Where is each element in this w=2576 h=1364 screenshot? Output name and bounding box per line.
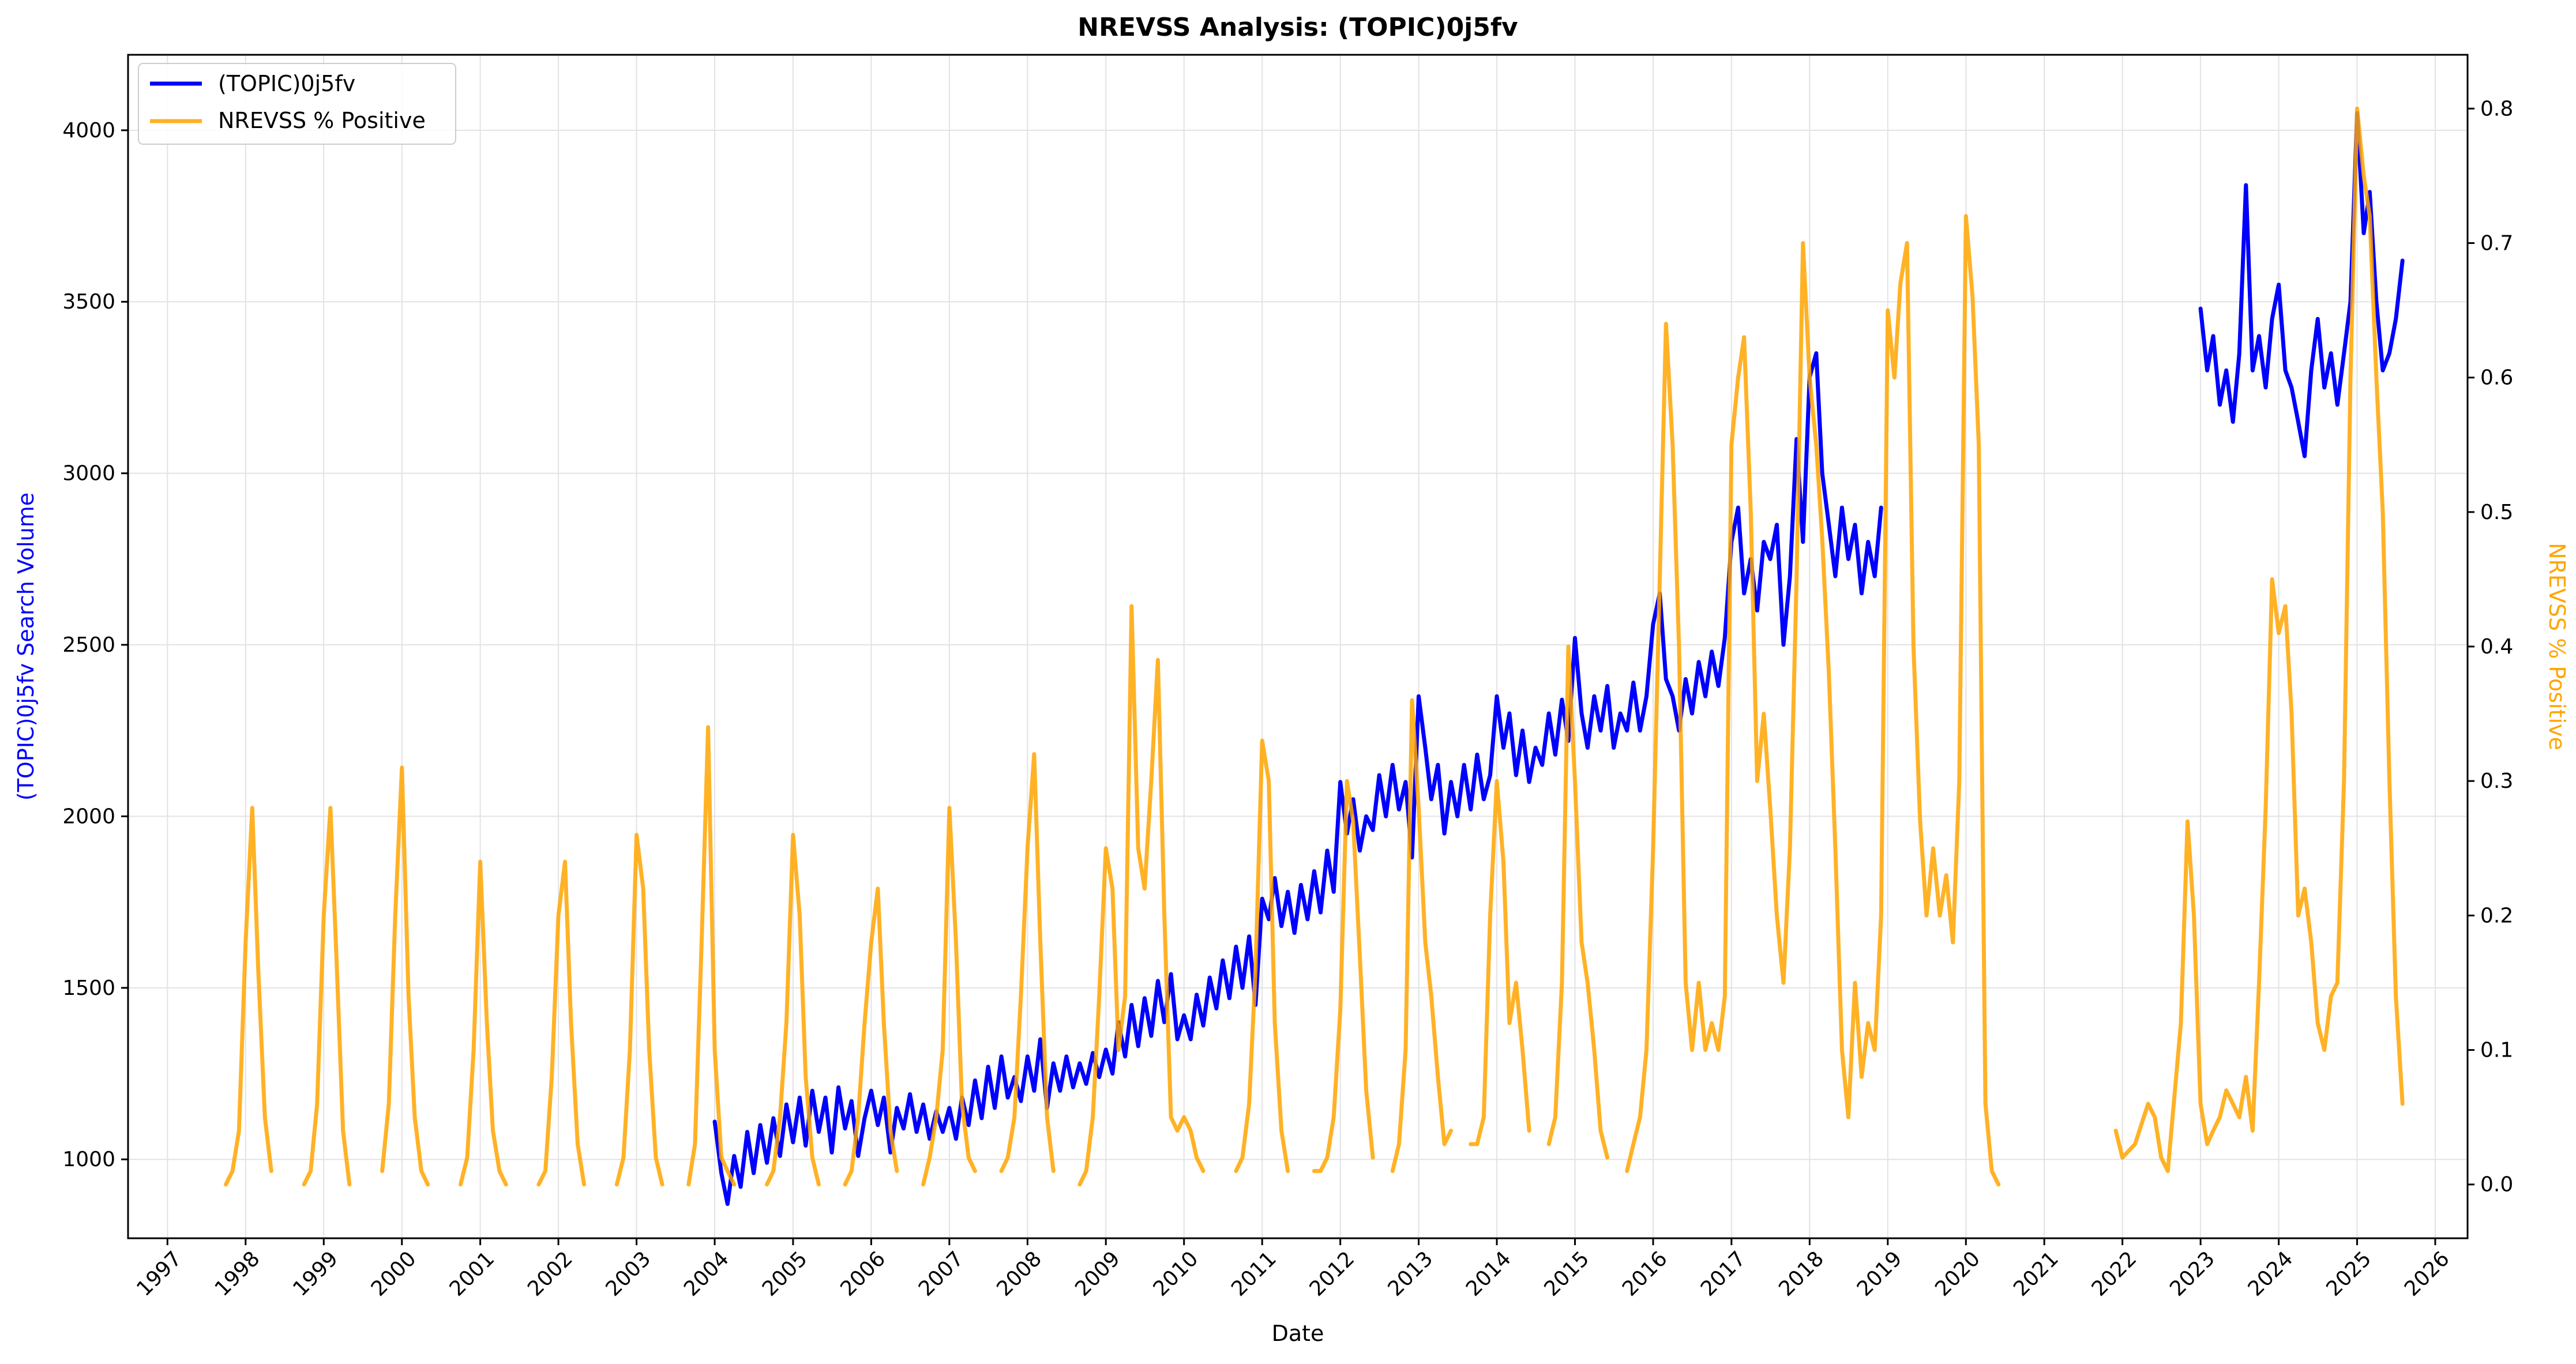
chart-title: NREVSS Analysis: (TOPIC)0j5fv	[1077, 13, 1518, 42]
nrevss-positive-line	[1234, 738, 1290, 1173]
nrevss-positive-line	[1312, 779, 1375, 1173]
y-tick-label-left: 4000	[62, 119, 115, 142]
nrevss-positive-line	[380, 765, 430, 1187]
y-tick-label-right: 0.0	[2480, 1173, 2513, 1197]
search-volume-line	[712, 351, 1883, 1206]
y-tick-label-right: 0.1	[2480, 1039, 2513, 1062]
y-tick-label-left: 3000	[62, 462, 115, 486]
legend-box	[138, 63, 456, 145]
y-tick-label-left: 2000	[62, 805, 115, 828]
y-tick-label-left: 1000	[62, 1148, 115, 1171]
y-axis-label-right: NREVSS % Positive	[2544, 543, 2570, 750]
nrevss-positive-line	[1625, 214, 2001, 1187]
y-axis-label-left: (TOPIC)0j5fv Search Volume	[13, 493, 39, 801]
y-tick-label-right: 0.8	[2480, 97, 2513, 121]
nrevss-positive-line	[459, 859, 508, 1187]
series-layer	[224, 106, 2405, 1206]
legend: (TOPIC)0j5fv NREVSS % Positive	[138, 63, 456, 145]
x-axis-label: Date	[1272, 1321, 1324, 1346]
nrevss-positive-line	[686, 725, 737, 1187]
nrevss-positive-line	[1390, 698, 1454, 1173]
legend-label-search-volume: (TOPIC)0j5fv	[218, 71, 355, 96]
y-tick-label-right: 0.6	[2480, 366, 2513, 390]
y-tick-label-left: 1500	[62, 976, 115, 1000]
nrevss-positive-line	[614, 833, 664, 1187]
y-tick-label-left: 2500	[62, 633, 115, 657]
nrevss-positive-line	[1546, 644, 1610, 1160]
series-1-group	[224, 106, 2405, 1187]
y-tick-label-right: 0.7	[2480, 231, 2513, 255]
nrevss-positive-line	[765, 833, 821, 1187]
nrevss-positive-line	[224, 806, 273, 1187]
grid-lines	[128, 55, 2468, 1238]
y-tick-label-right: 0.3	[2480, 769, 2513, 793]
nrevss-positive-line	[302, 806, 352, 1187]
nrevss-positive-line	[921, 806, 977, 1187]
y-tick-label-right: 0.4	[2480, 635, 2513, 659]
nrevss-positive-line	[1077, 604, 1206, 1187]
y-tick-label-left: 3500	[62, 290, 115, 314]
y-tick-label-right: 0.5	[2480, 501, 2513, 524]
nrevss-positive-line	[536, 859, 587, 1187]
nrevss-positive-line	[999, 752, 1056, 1173]
nrevss-positive-line	[2113, 106, 2405, 1173]
legend-label-nrevss-positive: NREVSS % Positive	[218, 108, 426, 133]
nrevss-positive-line	[843, 886, 899, 1187]
y-tick-label-right: 0.2	[2480, 904, 2513, 927]
nrevss-positive-line	[1469, 779, 1531, 1147]
